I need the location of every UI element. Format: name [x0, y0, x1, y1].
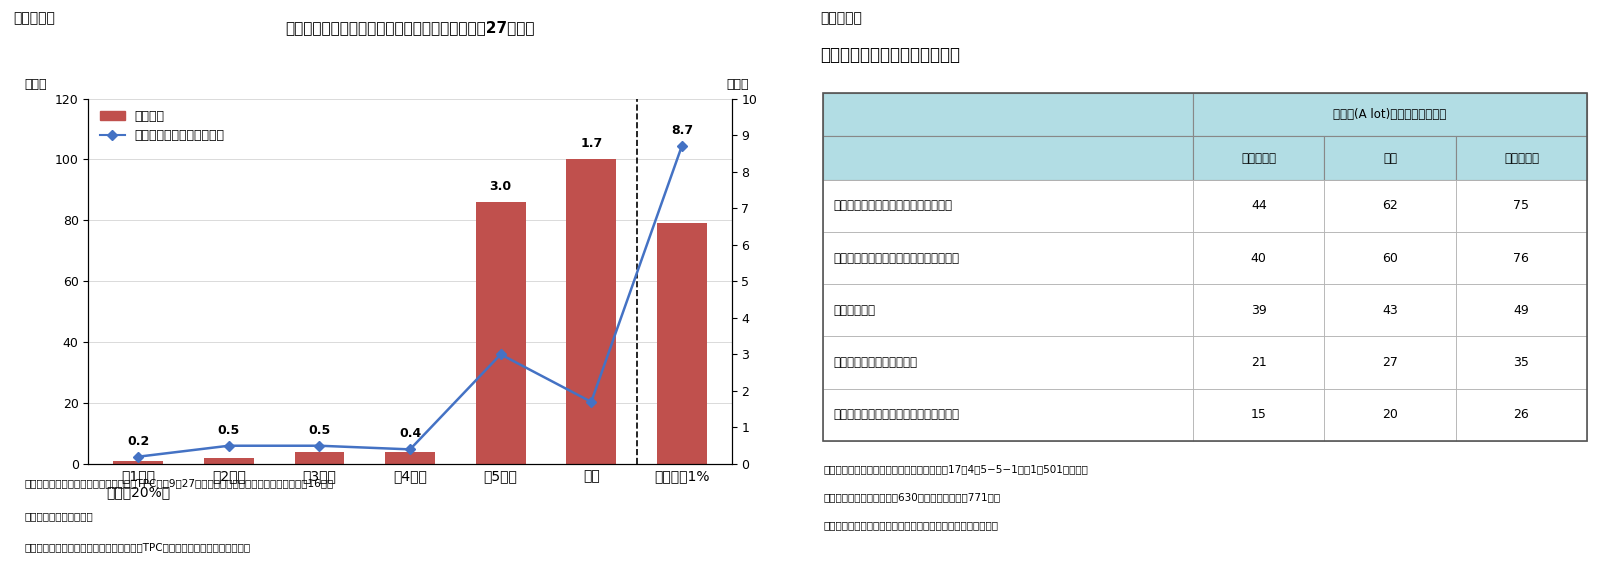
Text: （図表７）: （図表７）	[13, 12, 55, 26]
Text: 35: 35	[1512, 356, 1528, 369]
Bar	[476, 202, 525, 464]
Text: 62: 62	[1382, 200, 1396, 212]
Text: 44: 44	[1250, 200, 1266, 212]
Text: （％）: （％）	[24, 78, 47, 91]
Text: かなり(A lot)の回答割合（％）: かなり(A lot)の回答割合（％）	[1332, 108, 1446, 121]
Text: 1.7: 1.7	[580, 137, 603, 150]
Text: 15: 15	[1250, 408, 1266, 421]
Text: 0.4: 0.4	[399, 427, 421, 440]
Text: 一部の富裕層が応分の負担をしていない: 一部の富裕層が応分の負担をしていない	[832, 252, 958, 264]
Text: トランプ減税に伴う税引き所得変化と減税配分（27年度）: トランプ減税に伴う税引き所得変化と減税配分（27年度）	[284, 20, 535, 35]
Text: 21: 21	[1250, 356, 1266, 369]
Bar	[566, 160, 615, 464]
Text: 共和党支持: 共和党支持	[1241, 151, 1276, 165]
Bar	[112, 461, 162, 464]
Text: （うち、共和党支持は630人、民主党支持は771人）: （うち、共和党支持は630人、民主党支持は771人）	[823, 492, 1000, 502]
Text: （図表８）: （図表８）	[820, 12, 861, 26]
Text: 20: 20	[1382, 408, 1396, 421]
Text: 76: 76	[1512, 252, 1528, 264]
Bar	[657, 223, 707, 464]
Legend: 減税配分, 税引き後所得変化（右軸）: 減税配分, 税引き後所得変化（右軸）	[95, 105, 230, 147]
Text: 60: 60	[1382, 252, 1396, 264]
Text: 49: 49	[1512, 304, 1528, 317]
Bar	[204, 458, 254, 464]
Text: 米国人の連邦税制に対する不満: 米国人の連邦税制に対する不満	[820, 46, 959, 64]
Text: （注）タックス・ポリシー・センター（TPC）が9月27日の統一枠組みを基に試算。所得区分は16年の: （注）タックス・ポリシー・センター（TPC）が9月27日の統一枠組みを基に試算。…	[24, 478, 333, 488]
Text: 一部の企業は応分の負担をしていない: 一部の企業は応分の負担をしていない	[832, 200, 951, 212]
Bar	[294, 452, 344, 464]
Text: 0.5: 0.5	[217, 423, 239, 437]
Text: 26: 26	[1512, 408, 1528, 421]
Text: 39: 39	[1250, 304, 1266, 317]
Text: （出所）タックス・ポリシー・センター（TPC）よりニッセイ基礎研究所作成: （出所）タックス・ポリシー・センター（TPC）よりニッセイ基礎研究所作成	[24, 542, 251, 552]
Text: 下院共和党案ベース: 下院共和党案ベース	[24, 512, 93, 521]
Text: 0.5: 0.5	[309, 423, 331, 437]
Text: 27: 27	[1382, 356, 1396, 369]
Text: 40: 40	[1250, 252, 1266, 264]
Text: （％）: （％）	[726, 78, 749, 91]
Text: 全体: 全体	[1382, 151, 1396, 165]
Text: 税制の複雑さ: 税制の複雑さ	[832, 304, 874, 317]
Text: （資料）ピューリサーチセンターよりニッセイ基礎研究所作成: （資料）ピューリサーチセンターよりニッセイ基礎研究所作成	[823, 520, 998, 530]
Text: 一部の貧困層が応分の負担をしていない: 一部の貧困層が応分の負担をしていない	[832, 408, 958, 421]
Text: 自分が負担している税金額: 自分が負担している税金額	[832, 356, 916, 369]
Text: （注）分からないの回答は除く。調査期間は17年4月5−5−1日、1，501人が回答: （注）分からないの回答は除く。調査期間は17年4月5−5−1日、1，501人が回…	[823, 464, 1088, 474]
Text: 0.2: 0.2	[127, 434, 149, 448]
Text: 3.0: 3.0	[489, 180, 511, 193]
Text: 75: 75	[1512, 200, 1528, 212]
Text: 民主党支持: 民主党支持	[1503, 151, 1538, 165]
Text: 8.7: 8.7	[670, 124, 693, 137]
Text: 43: 43	[1382, 304, 1396, 317]
Bar	[386, 452, 434, 464]
